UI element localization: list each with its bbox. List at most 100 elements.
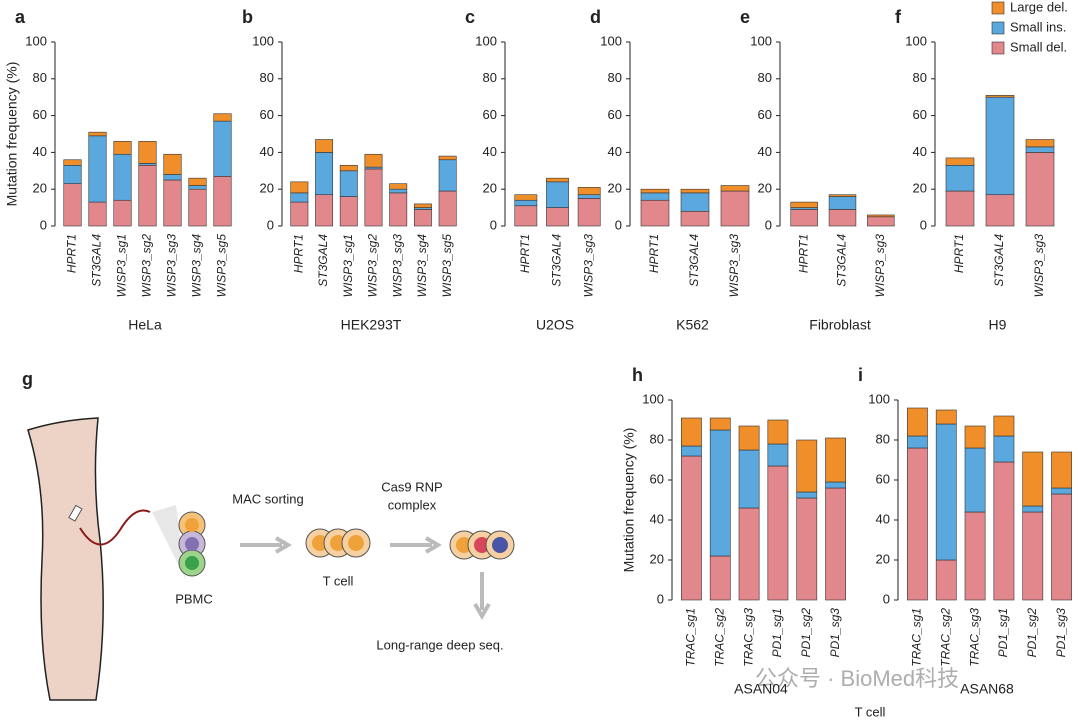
bar-segment	[935, 423, 957, 561]
y-tick-label: 80	[483, 70, 497, 85]
bar-segment	[514, 194, 538, 201]
bar-segment	[213, 120, 232, 177]
bar-segment	[577, 187, 601, 196]
x-tick-label: WISP3_sg3	[165, 234, 179, 298]
x-tick-label: WISP3_sg4	[415, 234, 429, 298]
y-tick-label: 80	[650, 431, 664, 446]
bar-segment	[577, 194, 601, 199]
bar-segment	[828, 194, 857, 197]
bar-segment	[63, 183, 82, 227]
label: T cell	[323, 573, 354, 588]
y-tick-label: 40	[608, 144, 622, 159]
bar-segment	[640, 188, 670, 194]
bar-segment	[964, 425, 986, 449]
x-tick-label: ST3GAL4	[687, 234, 701, 287]
cone	[152, 505, 186, 580]
x-tick-label: PD1_sg1	[770, 608, 784, 657]
label: PBMC	[175, 591, 213, 606]
bar-segment	[790, 201, 818, 208]
bar-segment	[1025, 139, 1055, 148]
bar-segment	[935, 559, 957, 601]
x-axis-title: ASAN68	[960, 681, 1014, 697]
y-tick-label: 40	[758, 144, 772, 159]
x-axis-title: H9	[989, 317, 1007, 333]
bar-segment	[993, 415, 1015, 437]
bar-segment	[413, 209, 432, 227]
bar-segment	[546, 181, 569, 208]
bar-segment	[767, 443, 789, 467]
label: MAC sorting	[232, 491, 304, 506]
bar-segment	[767, 465, 789, 601]
tube	[79, 509, 151, 546]
nucleus	[185, 556, 199, 570]
y-tick-label: 100	[642, 391, 664, 406]
y-tick-label: 0	[657, 591, 664, 606]
label: complex	[388, 497, 437, 512]
bar-segment	[88, 201, 107, 227]
nucleus	[185, 537, 199, 551]
y-tick-label: 40	[260, 144, 274, 159]
bar-segment	[993, 461, 1015, 601]
bar-segment	[577, 198, 601, 227]
panel-label: c	[465, 7, 475, 27]
x-tick-label: HPRT1	[796, 234, 810, 273]
bar-segment	[213, 176, 232, 227]
bar-segment	[188, 188, 207, 227]
bar-segment	[867, 214, 895, 218]
bar-segment	[796, 491, 818, 499]
x-tick-label: ST3GAL4	[550, 234, 564, 287]
x-tick-label: TRAC_sg2	[712, 608, 726, 667]
x-axis-title: HeLa	[128, 317, 162, 333]
y-tick-label: 20	[650, 551, 664, 566]
bar-segment	[339, 164, 358, 172]
y-tick-label: 60	[260, 107, 274, 122]
bar-segment	[796, 439, 818, 493]
x-tick-label: TRAC_sg3	[741, 608, 755, 667]
bar-segment	[993, 435, 1015, 463]
edited-cells	[449, 530, 515, 560]
y-axis-title: Mutation frequency (%)	[621, 428, 637, 573]
x-tick-label: TRAC_sg1	[910, 608, 924, 667]
x-tick-label: TRAC_sg1	[684, 608, 698, 667]
bar-segment	[364, 153, 383, 168]
bar-segment	[964, 511, 986, 601]
bar-segment	[389, 192, 408, 227]
bar-segment	[738, 507, 760, 601]
bar-segment	[640, 199, 670, 227]
legend-swatch	[991, 41, 1005, 55]
y-tick-label: 20	[608, 181, 622, 196]
x-tick-label: WISP3_sg1	[115, 234, 129, 297]
bar-segment	[680, 188, 710, 194]
x-tick-label: ST3GAL4	[316, 234, 330, 287]
x-tick-label: WISP3_sg5	[440, 234, 454, 298]
panel-label: b	[242, 7, 253, 27]
y-tick-label: 20	[483, 181, 497, 196]
y-tick-label: 60	[876, 471, 890, 486]
panel-label: e	[740, 7, 750, 27]
bar-segment	[113, 141, 132, 155]
x-tick-label: PD1_sg2	[1025, 608, 1039, 658]
bar-segment	[290, 201, 309, 227]
bar-segment	[738, 425, 760, 451]
tcells	[305, 528, 371, 558]
bar-segment	[964, 447, 986, 513]
y-tick-label: 20	[33, 181, 47, 196]
x-tick-label: HPRT1	[518, 234, 532, 273]
y-tick-label: 0	[40, 217, 47, 232]
x-tick-label: WISP3_sg3	[581, 234, 595, 298]
y-tick-label: 100	[905, 33, 927, 48]
panel-label: h	[632, 365, 643, 385]
y-tick-label: 60	[650, 471, 664, 486]
x-tick-label: HPRT1	[952, 234, 966, 273]
bar-segment	[315, 194, 334, 227]
x-tick-label: HPRT1	[65, 234, 79, 273]
arrow	[473, 572, 491, 620]
bar-segment	[546, 207, 569, 227]
arm	[27, 417, 104, 701]
bar-segment	[681, 455, 702, 601]
group-label: T cell	[855, 704, 886, 719]
panel-label: d	[590, 7, 601, 27]
bar-segment	[514, 199, 538, 207]
y-tick-label: 60	[913, 107, 927, 122]
y-tick-label: 100	[252, 33, 274, 48]
